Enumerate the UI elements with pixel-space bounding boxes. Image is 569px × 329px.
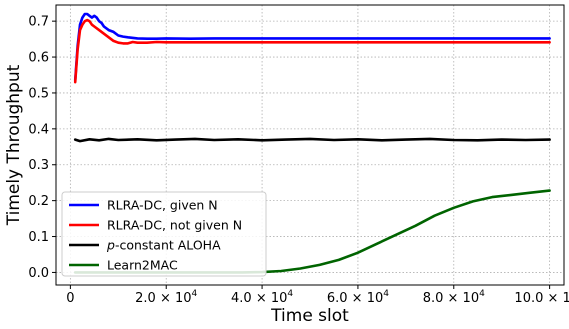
- legend-box: [61, 191, 267, 277]
- x-tick-label: 0: [66, 291, 74, 306]
- y-tick-label: 0.2: [28, 194, 49, 209]
- x-tick-label: 8.0 × 104: [423, 289, 485, 306]
- series-line-rlra-dc-given-n: [73, 12, 551, 82]
- y-tick-label: 0.1: [28, 230, 49, 245]
- legend: RLRA-DC, given N RLRA-DC, not given N p-co…: [61, 191, 267, 277]
- legend-label-rlra-dc-not-given-n: RLRA-DC, not given N: [107, 218, 242, 233]
- y-tick-label: 0.4: [28, 122, 49, 137]
- y-tick-label: 0.7: [28, 15, 49, 30]
- x-tick-label: 10.0 × 104: [514, 289, 569, 306]
- legend-label-rlra-dc-given-n: RLRA-DC, given N: [107, 198, 218, 213]
- plot-frame: [55, 4, 565, 286]
- y-tick-label: 0.0: [28, 266, 49, 281]
- y-axis: 0.0 0.1 0.2 0.3 0.4 0.5 0.6 0.7: [28, 15, 56, 281]
- series-line-rlra-dc-not-given-n: [73, 18, 551, 84]
- y-tick-label: 0.5: [28, 86, 49, 101]
- series-line-p-constant-aloha: [73, 137, 551, 143]
- legend-label-p-constant-aloha: p-constant ALOHA: [106, 238, 221, 253]
- x-axis: 0 2.0 × 104 4.0 × 104 6.0 × 104 8.0 × 104 10.…: [66, 285, 569, 306]
- y-tick-label: 0.6: [28, 51, 49, 66]
- x-tick-label: 4.0 × 104: [231, 289, 293, 306]
- legend-label-learn2mac: Learn2MAC: [107, 258, 178, 273]
- x-tick-label: 2.0 × 104: [135, 289, 197, 306]
- y-tick-label: 0.3: [28, 158, 49, 173]
- x-tick-label: 6.0 × 104: [327, 289, 389, 306]
- y-axis-title: Timely Throughput: [4, 64, 24, 226]
- x-axis-title: Time slot: [270, 306, 349, 326]
